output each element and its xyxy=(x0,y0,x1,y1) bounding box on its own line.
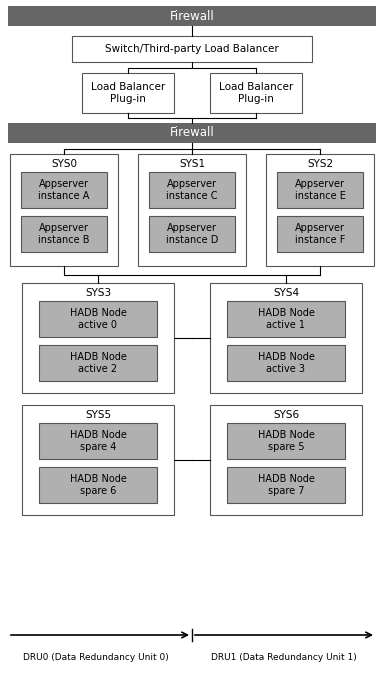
Text: Appserver
instance D: Appserver instance D xyxy=(166,223,218,245)
Text: HADB Node
active 2: HADB Node active 2 xyxy=(70,352,126,374)
Text: SYS2: SYS2 xyxy=(307,159,333,169)
Text: HADB Node
active 3: HADB Node active 3 xyxy=(258,352,314,374)
Bar xyxy=(266,154,374,266)
Bar xyxy=(227,467,345,503)
Text: Appserver
instance A: Appserver instance A xyxy=(38,179,90,201)
Text: Switch/Third-party Load Balancer: Switch/Third-party Load Balancer xyxy=(105,44,279,54)
Bar xyxy=(8,123,376,143)
Bar xyxy=(21,172,107,208)
Text: HADB Node
active 0: HADB Node active 0 xyxy=(70,308,126,330)
Bar xyxy=(39,423,157,459)
Text: SYS1: SYS1 xyxy=(179,159,205,169)
Bar xyxy=(39,345,157,381)
Text: HADB Node
spare 4: HADB Node spare 4 xyxy=(70,431,126,452)
Bar xyxy=(210,283,362,393)
Bar xyxy=(227,301,345,337)
Text: Appserver
instance E: Appserver instance E xyxy=(295,179,346,201)
Bar xyxy=(22,405,174,515)
Text: DRU0 (Data Redundancy Unit 0): DRU0 (Data Redundancy Unit 0) xyxy=(23,654,169,662)
Text: HADB Node
spare 6: HADB Node spare 6 xyxy=(70,474,126,496)
Bar xyxy=(21,216,107,252)
Text: SYS0: SYS0 xyxy=(51,159,77,169)
Text: SYS3: SYS3 xyxy=(85,288,111,298)
Text: Load Balancer
Plug-in: Load Balancer Plug-in xyxy=(91,82,165,104)
Text: HADB Node
active 1: HADB Node active 1 xyxy=(258,308,314,330)
Bar xyxy=(149,172,235,208)
Bar xyxy=(138,154,246,266)
Text: Firewall: Firewall xyxy=(170,9,214,22)
Text: Appserver
instance B: Appserver instance B xyxy=(38,223,90,245)
Text: SYS5: SYS5 xyxy=(85,410,111,420)
Bar xyxy=(8,6,376,26)
Bar xyxy=(82,73,174,113)
Text: SYS4: SYS4 xyxy=(273,288,299,298)
Bar xyxy=(22,283,174,393)
Text: HADB Node
spare 5: HADB Node spare 5 xyxy=(258,431,314,452)
Bar xyxy=(72,36,312,62)
Text: Load Balancer
Plug-in: Load Balancer Plug-in xyxy=(219,82,293,104)
Bar xyxy=(277,216,363,252)
Bar xyxy=(210,73,302,113)
Bar xyxy=(39,467,157,503)
Text: Firewall: Firewall xyxy=(170,127,214,140)
Bar xyxy=(10,154,118,266)
Text: HADB Node
spare 7: HADB Node spare 7 xyxy=(258,474,314,496)
Bar xyxy=(149,216,235,252)
Bar xyxy=(210,405,362,515)
Bar xyxy=(227,423,345,459)
Text: Appserver
instance C: Appserver instance C xyxy=(166,179,218,201)
Text: SYS6: SYS6 xyxy=(273,410,299,420)
Bar xyxy=(277,172,363,208)
Text: DRU1 (Data Redundancy Unit 1): DRU1 (Data Redundancy Unit 1) xyxy=(211,654,357,662)
Bar xyxy=(39,301,157,337)
Bar xyxy=(227,345,345,381)
Text: Appserver
instance F: Appserver instance F xyxy=(295,223,345,245)
